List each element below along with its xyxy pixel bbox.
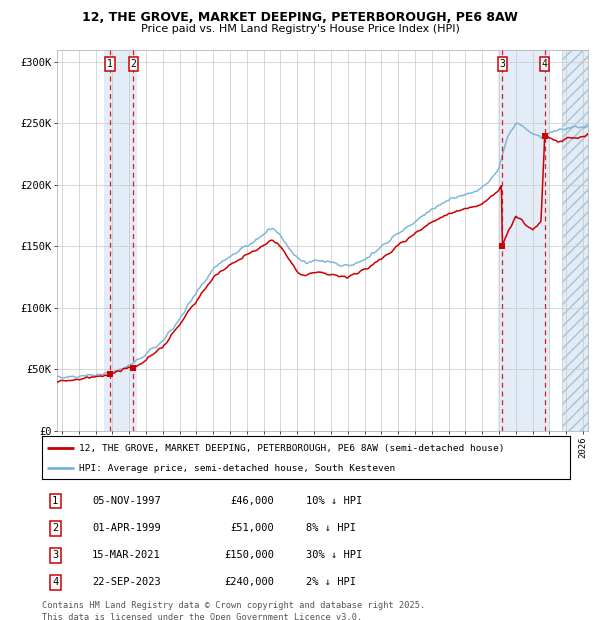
Text: £150,000: £150,000	[224, 551, 274, 560]
Text: £51,000: £51,000	[230, 523, 274, 533]
Text: 12, THE GROVE, MARKET DEEPING, PETERBOROUGH, PE6 8AW: 12, THE GROVE, MARKET DEEPING, PETERBORO…	[82, 11, 518, 24]
Text: 1: 1	[52, 496, 58, 506]
Bar	[562, 50, 596, 431]
Text: 30% ↓ HPI: 30% ↓ HPI	[306, 551, 362, 560]
Bar	[104, 50, 137, 431]
Text: 22-SEP-2023: 22-SEP-2023	[92, 577, 161, 588]
Text: Price paid vs. HM Land Registry's House Price Index (HPI): Price paid vs. HM Land Registry's House …	[140, 24, 460, 34]
Text: 01-APR-1999: 01-APR-1999	[92, 523, 161, 533]
Text: £46,000: £46,000	[230, 496, 274, 506]
Text: £240,000: £240,000	[224, 577, 274, 588]
Text: 15-MAR-2021: 15-MAR-2021	[92, 551, 161, 560]
Bar	[498, 50, 550, 431]
Text: 2: 2	[52, 523, 58, 533]
Text: 10% ↓ HPI: 10% ↓ HPI	[306, 496, 362, 506]
Text: 4: 4	[52, 577, 58, 588]
Text: 2% ↓ HPI: 2% ↓ HPI	[306, 577, 356, 588]
Text: 3: 3	[52, 551, 58, 560]
Text: HPI: Average price, semi-detached house, South Kesteven: HPI: Average price, semi-detached house,…	[79, 464, 395, 472]
Text: 4: 4	[542, 59, 548, 69]
Text: 1: 1	[107, 59, 113, 69]
Text: 12, THE GROVE, MARKET DEEPING, PETERBOROUGH, PE6 8AW (semi-detached house): 12, THE GROVE, MARKET DEEPING, PETERBORO…	[79, 444, 505, 453]
Text: 05-NOV-1997: 05-NOV-1997	[92, 496, 161, 506]
Text: This data is licensed under the Open Government Licence v3.0.: This data is licensed under the Open Gov…	[42, 613, 362, 620]
Text: Contains HM Land Registry data © Crown copyright and database right 2025.: Contains HM Land Registry data © Crown c…	[42, 601, 425, 611]
Text: 3: 3	[499, 59, 505, 69]
Text: 2: 2	[130, 59, 136, 69]
Text: 8% ↓ HPI: 8% ↓ HPI	[306, 523, 356, 533]
